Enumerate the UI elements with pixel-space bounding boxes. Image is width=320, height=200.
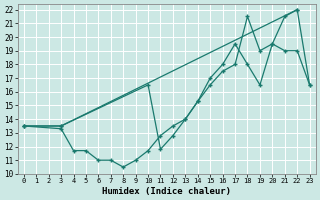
X-axis label: Humidex (Indice chaleur): Humidex (Indice chaleur) [102,187,231,196]
